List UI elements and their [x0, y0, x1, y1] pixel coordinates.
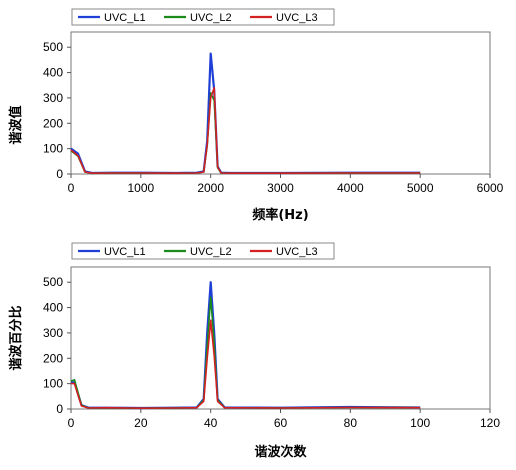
- legend-box: [71, 242, 335, 260]
- x-tick-label: 20: [134, 416, 148, 430]
- x-tick-label: 80: [344, 416, 358, 430]
- y-axis-label: 谐波值: [8, 105, 24, 144]
- y-tick-label: 300: [43, 91, 63, 105]
- legend-label: UVC_L1: [104, 12, 146, 24]
- plot-area: [70, 266, 491, 410]
- y-tick-label: 0: [56, 402, 63, 416]
- y-tick-label: 400: [43, 301, 63, 315]
- x-tick-label: 4000: [337, 181, 364, 195]
- x-tick-label: 100: [410, 416, 430, 430]
- x-tick-label: 6000: [477, 181, 504, 195]
- legend-label: UVC_L3: [276, 12, 318, 24]
- legend-label: UVC_L3: [276, 246, 318, 258]
- x-tick-label: 40: [204, 416, 218, 430]
- legend-label: UVC_L1: [104, 246, 146, 258]
- x-tick-label: 120: [480, 416, 500, 430]
- y-tick-label: 200: [43, 351, 63, 365]
- x-tick-label: 0: [68, 416, 75, 430]
- x-axis-label: 谐波次数: [254, 444, 307, 460]
- x-tick-label: 60: [274, 416, 288, 430]
- x-tick-label: 5000: [407, 181, 434, 195]
- y-tick-label: 400: [43, 66, 63, 80]
- y-tick-label: 100: [43, 142, 63, 156]
- plot-area: [70, 31, 491, 175]
- y-axis-label: 谐波百分比: [8, 305, 24, 370]
- series-line-uvc-l3: [70, 87, 421, 174]
- legend-label: UVC_L2: [190, 12, 232, 24]
- order-harmonic-chart: 0 100 200 300 400 500 0 20 40 60 80 100 120 谐波次数 谐波百分比…: [8, 242, 500, 460]
- y-tick-label: 500: [43, 275, 63, 289]
- x-tick-label: 3000: [267, 181, 294, 195]
- y-tick-label: 100: [43, 377, 63, 391]
- legend-label: UVC_L2: [190, 246, 232, 258]
- x-tick-label: 2000: [197, 181, 224, 195]
- legend-box: [71, 8, 335, 26]
- legend: UVC_L1 UVC_L2 UVC_L3: [71, 242, 335, 260]
- x-tick-label: 1000: [127, 181, 154, 195]
- x-tick-label: 0: [68, 181, 75, 195]
- y-tick-label: 200: [43, 116, 63, 130]
- legend: UVC_L1 UVC_L2 UVC_L3: [71, 8, 335, 26]
- series-line-uvc-l3: [71, 319, 421, 409]
- y-tick-label: 500: [43, 40, 63, 54]
- y-tick-label: 300: [43, 326, 63, 340]
- y-tick-label: 0: [56, 167, 63, 181]
- x-axis-label: 频率(Hz): [252, 207, 308, 223]
